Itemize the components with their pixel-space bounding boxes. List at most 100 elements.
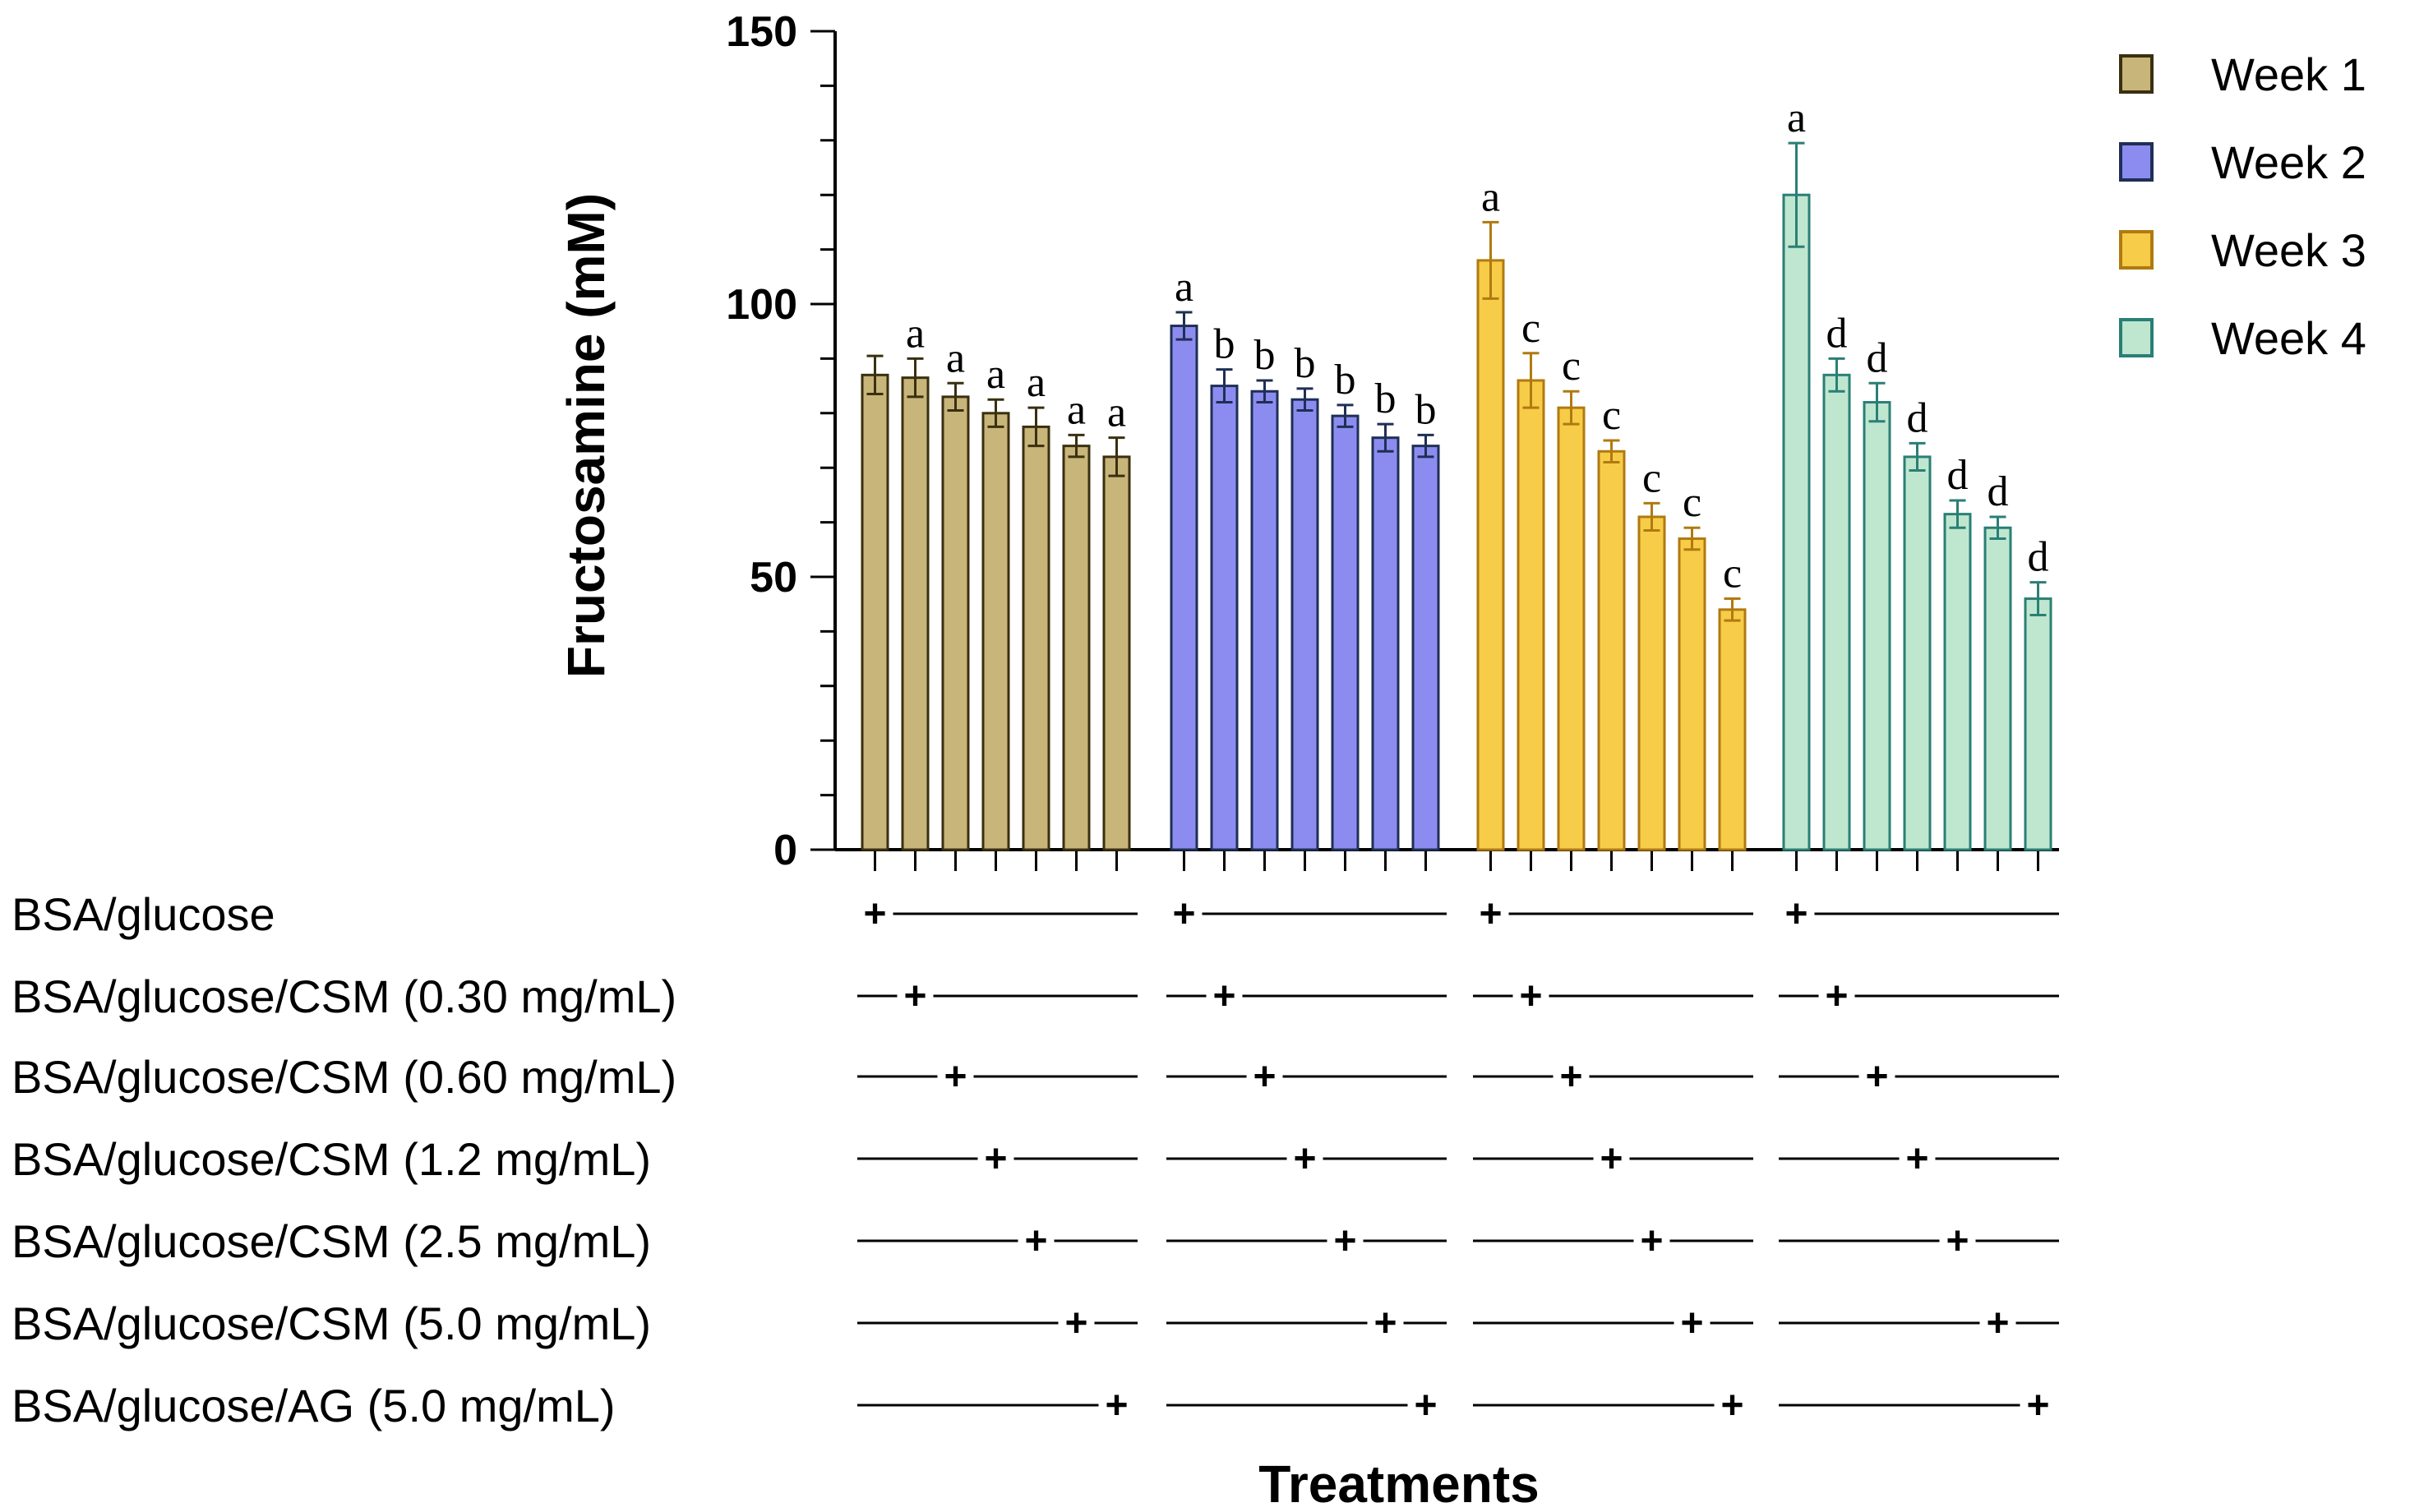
significance-letter: a [1107, 390, 1126, 436]
significance-letter: c [1723, 551, 1742, 597]
significance-letter: c [1521, 305, 1540, 352]
treatment-label: BSA/glucose/CSM (2.5 mg/mL) [12, 1215, 651, 1267]
significance-letter: a [1067, 386, 1086, 433]
significance-letter: a [946, 334, 965, 381]
legend-label: Week 4 [2211, 312, 2366, 364]
plus-marker: + [1333, 1219, 1356, 1263]
significance-letter: b [1335, 357, 1356, 403]
legend-label: Week 2 [2211, 136, 2366, 188]
bar [2024, 597, 2052, 851]
significance-letter: d [1947, 452, 1969, 499]
bar [1476, 259, 1505, 851]
plus-marker: + [1064, 1302, 1087, 1345]
significance-letter: a [906, 310, 925, 357]
y-tick-label: 0 [773, 827, 797, 874]
significance-letter: c [1602, 392, 1621, 439]
plus-marker: + [1720, 1384, 1743, 1427]
significance-letter: b [1415, 386, 1437, 433]
bar [1943, 513, 1972, 851]
significance-letter: a [986, 351, 1005, 398]
series-week-2: ab b b b b b [1170, 264, 1440, 851]
significance-letter: a [1175, 264, 1193, 311]
bar [1517, 379, 1545, 851]
plus-marker: + [1784, 892, 1808, 936]
legend-item: Week 2 [2119, 136, 2366, 188]
bar [1637, 515, 1666, 851]
plus-marker: + [984, 1137, 1007, 1181]
significance-letter: a [1027, 359, 1046, 406]
plus-marker: + [1640, 1219, 1663, 1263]
treatment-row: BSA/glucose/CSM (1.2 mg/mL) + + + + [12, 1133, 2059, 1185]
treatment-row: BSA/glucose/CSM (0.30 mg/mL) + + + + [12, 970, 2059, 1022]
bar [1022, 425, 1050, 851]
treatment-label: BSA/glucose/CSM (0.30 mg/mL) [12, 970, 676, 1022]
plus-marker: + [1600, 1137, 1623, 1181]
plus-marker: + [1172, 892, 1195, 936]
bar [1250, 390, 1279, 851]
legend-item: Week 4 [2119, 312, 2366, 364]
plus-marker: + [1559, 1055, 1582, 1099]
legend-swatch [2119, 54, 2154, 94]
legend-label: Week 1 [2211, 48, 2366, 100]
plus-marker: + [1479, 892, 1502, 936]
y-axis-label: Fructosamine (mM) [556, 193, 616, 678]
significance-letter: c [1642, 454, 1661, 501]
bar [1062, 445, 1091, 851]
bar [1557, 406, 1586, 851]
significance-letter: d [1988, 468, 2009, 515]
bar [1597, 449, 1626, 851]
y-tick-label: 100 [726, 281, 797, 329]
bar [1822, 373, 1851, 851]
plus-marker: + [1212, 975, 1235, 1018]
bar [1718, 608, 1747, 851]
significance-letter: a [1481, 173, 1500, 220]
bar [1863, 401, 1891, 851]
plus-marker: + [1946, 1219, 1969, 1263]
significance-letter: b [1375, 376, 1397, 422]
plus-marker: + [2026, 1384, 2049, 1427]
treatment-row: BSA/glucose/CSM (0.60 mg/mL) + + + + [12, 1051, 2059, 1103]
treatment-label: BSA/glucose/CSM (0.60 mg/mL) [12, 1051, 676, 1103]
plus-marker: + [1825, 975, 1848, 1018]
significance-letter: d [1826, 310, 1848, 357]
bar [941, 395, 970, 851]
legend-swatch [2119, 230, 2154, 270]
treatment-label: BSA/glucose/CSM (1.2 mg/mL) [12, 1133, 651, 1185]
legend-item: Week 3 [2119, 224, 2366, 276]
bar [861, 373, 889, 851]
plus-marker: + [863, 892, 886, 936]
significance-letter: c [1562, 343, 1581, 390]
y-tick-label: 150 [726, 8, 797, 56]
legend-swatch [2119, 318, 2154, 357]
plus-marker: + [1293, 1137, 1316, 1181]
x-axis-label: Treatments [1258, 1454, 1539, 1512]
bar [1411, 445, 1440, 851]
treatment-label: BSA/glucose/AG (5.0 mg/mL) [12, 1380, 616, 1431]
bar [1210, 385, 1239, 851]
treatment-row: BSA/glucose/AG (5.0 mg/mL) + + + + [12, 1380, 2050, 1431]
significance-letter: a [1787, 94, 1806, 141]
bar [1331, 414, 1360, 851]
legend-label: Week 3 [2211, 224, 2366, 276]
significance-letter: d [1867, 334, 1888, 381]
legend-item: Week 1 [2119, 48, 2366, 100]
plus-marker: + [1414, 1384, 1437, 1427]
legend: Week 1 Week 2 Week 3 Week 4 [2119, 48, 2366, 364]
bar [1290, 398, 1319, 851]
bar [1782, 193, 1811, 851]
bar [1678, 537, 1706, 851]
significance-letter: b [1254, 332, 1276, 379]
significance-letter: d [2028, 534, 2049, 581]
plus-marker: + [1905, 1137, 1928, 1181]
plus-marker: + [1253, 1055, 1276, 1099]
plus-marker: + [1024, 1219, 1047, 1263]
plus-marker: + [903, 975, 926, 1018]
bar [1983, 526, 2012, 851]
treatment-table: BSA/glucose + + + +BSA/glucose/CSM (0.30 mg/… [12, 888, 2059, 1431]
significance-letter: b [1295, 340, 1316, 387]
treatment-row: BSA/glucose/CSM (2.5 mg/mL) + + + + [12, 1215, 2059, 1267]
